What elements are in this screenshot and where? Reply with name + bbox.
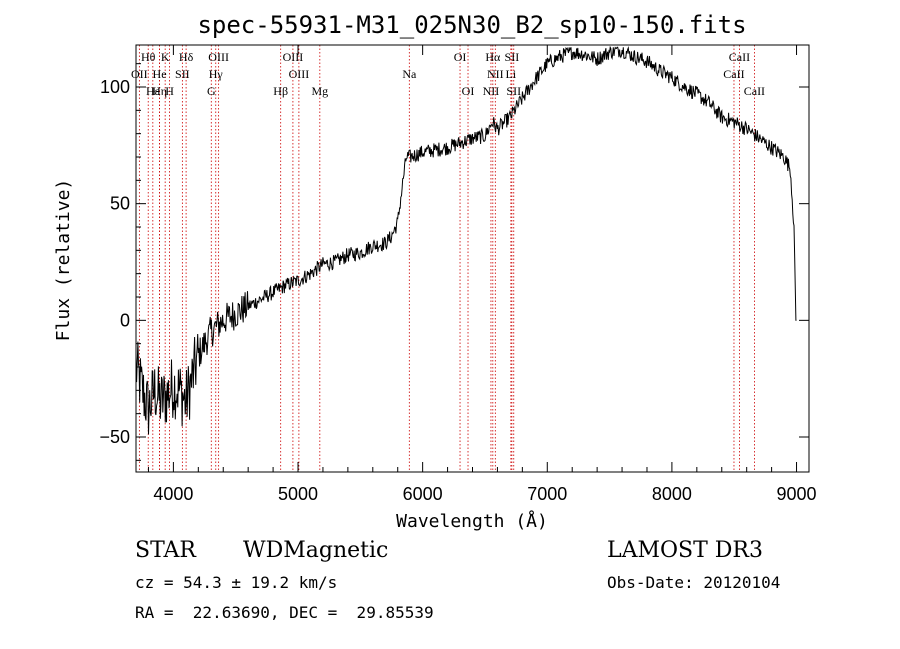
emission-line-label: Hβ [273,84,288,98]
emission-line-label: CaII [723,67,744,81]
y-tick-label: 0 [120,310,130,330]
y-tick-label: 50 [110,194,130,214]
y-tick-label: −50 [99,427,130,447]
emission-line-label: Hγ [209,67,224,81]
x-tick-label: 6000 [403,484,443,504]
emission-line-label: OI [462,84,475,98]
object-class: STAR [135,538,196,563]
emission-line-label: OIII [208,50,229,64]
plot-frame [135,44,810,473]
emission-line-label: G [207,84,216,98]
x-tick-label: 9000 [777,484,817,504]
x-tick-label: 8000 [652,484,692,504]
emission-line-label: Mg [311,84,328,98]
emission-line-label: Hη [152,84,167,98]
object-subclass: WDMagnetic [243,538,389,563]
emission-line-label: OIII [283,50,304,64]
coordinates: RA = 22.63690, DEC = 29.85539 [135,603,434,622]
emission-line-label: OII [131,67,148,81]
emission-line-label: H [165,84,174,98]
y-axis-label: Flux (relative) [53,179,74,342]
emission-line-label: OI [454,50,467,64]
x-tick-label: 4000 [153,484,193,504]
redshift-velocity: cz = 54.3 ± 19.2 km/s [135,573,338,592]
emission-line-label: SII [505,50,520,64]
x-tick-label: 5000 [278,484,318,504]
emission-line-label: Hε [146,84,160,98]
emission-line-label: Hα [485,50,501,64]
chart-title: spec-55931-M31_025N30_B2_sp10-150.fits [197,11,746,39]
emission-line-label: NII [483,84,500,98]
x-axis-ticks: 4000 5000 6000 7000 8000 9000 [147,45,817,504]
emission-line-label: OIII [289,67,310,81]
emission-line-label: SII [506,84,521,98]
y-axis-ticks: −50 0 50 100 [99,63,809,461]
emission-line-label: Hδ [179,50,194,64]
y-tick-label: 100 [100,77,130,97]
x-tick-label: 7000 [527,484,567,504]
emission-line-label: SII [175,67,190,81]
survey-name: LAMOST DR3 [607,538,763,563]
emission-line-label: Hθ [141,50,156,64]
emission-line-labels: Hθ K Hδ OIII OIII OI Hα SII CaII OII He SII Hγ OIII NI… [131,50,765,98]
emission-line-label: Na [402,67,417,81]
observation-date: Obs-Date: 20120104 [607,573,781,592]
emission-line-markers [138,45,755,472]
emission-line-label: NII [487,67,504,81]
emission-line-label: Li [506,67,517,81]
x-axis-label: Wavelength (Å) [396,510,548,532]
emission-line-label: CaII [729,50,750,64]
emission-line-label: CaII [744,84,765,98]
spectrum-line [135,45,797,435]
emission-line-label: K [161,50,170,64]
emission-line-label: He [153,67,167,81]
